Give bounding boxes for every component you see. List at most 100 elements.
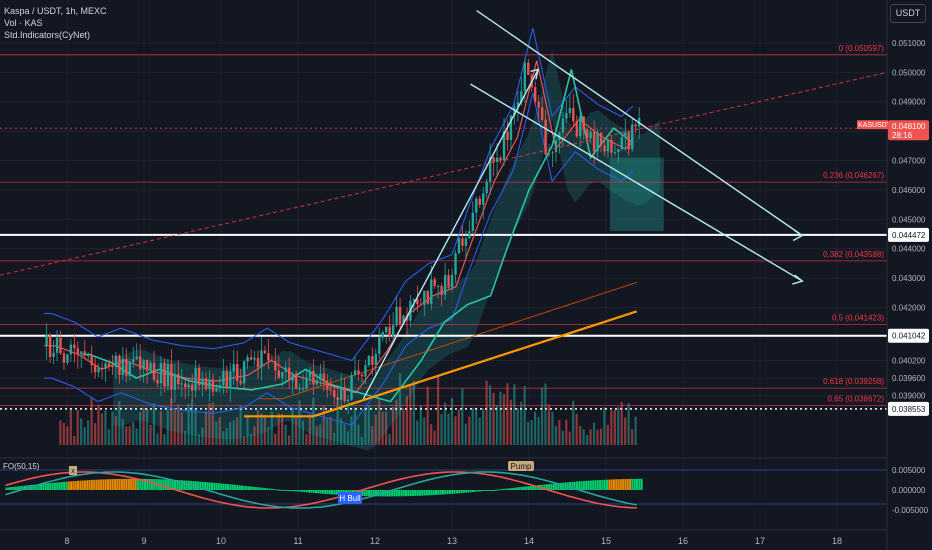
fib-label: 0.236 (0.046267) xyxy=(823,171,884,180)
osc-bar xyxy=(580,481,583,490)
osc-bar xyxy=(386,490,389,497)
osc-bar xyxy=(289,490,292,491)
candle-body xyxy=(443,275,447,295)
candle-body xyxy=(624,132,627,138)
symbol-tag-label: KASUSDT xyxy=(858,122,892,129)
osc-bar xyxy=(502,488,505,490)
x-tick-label: 8 xyxy=(64,536,69,546)
fast-ma xyxy=(43,60,634,394)
candle-body xyxy=(620,137,624,150)
volume-bar xyxy=(152,403,156,445)
osc-bar xyxy=(490,490,493,491)
osc-bar xyxy=(148,478,151,490)
volume-bar xyxy=(69,408,72,445)
osc-bar xyxy=(589,480,592,490)
candle-body xyxy=(603,145,606,152)
candle-body xyxy=(180,383,183,385)
osc-bar xyxy=(284,490,287,491)
osc-bar xyxy=(469,490,472,493)
osc-bar xyxy=(372,490,375,497)
osc-bar xyxy=(303,490,306,493)
candle-body xyxy=(405,315,409,321)
osc-bar xyxy=(217,483,220,490)
symbol-title[interactable]: Kaspa / USDT, 1h, MEXC xyxy=(4,6,107,16)
ema-100 xyxy=(259,281,637,400)
osc-bar xyxy=(631,478,634,490)
osc-bar xyxy=(130,478,133,490)
indicator-legend[interactable]: Std.Indicators(CyNet) xyxy=(4,30,91,40)
osc-bar xyxy=(102,479,105,490)
osc-bar xyxy=(555,483,558,490)
osc-bar xyxy=(86,480,89,490)
volume-bar xyxy=(364,408,367,445)
y-tick-label: 0.045000 xyxy=(892,215,926,224)
price-marker-label: 0.041042 xyxy=(892,332,926,341)
osc-bar xyxy=(622,479,625,490)
candle-body xyxy=(488,157,492,182)
volume-bar xyxy=(190,399,194,445)
candle-body xyxy=(468,231,471,239)
downtrend-line-lower[interactable] xyxy=(470,83,803,282)
volume-bar xyxy=(301,420,305,445)
volume-bar xyxy=(589,429,592,445)
osc-bar xyxy=(513,487,516,490)
candle-body xyxy=(177,373,180,385)
osc-bar xyxy=(90,479,93,490)
volume-bar xyxy=(187,403,190,445)
osc-bar xyxy=(400,490,403,497)
osc-bar xyxy=(624,479,627,490)
volume-bar xyxy=(385,412,388,445)
currency-button[interactable]: USDT xyxy=(890,4,926,23)
volume-bar xyxy=(305,434,308,445)
candle-body xyxy=(430,279,433,304)
candle-body xyxy=(246,357,249,362)
candle-body xyxy=(326,380,329,390)
candle-body xyxy=(610,139,613,153)
osc-bar xyxy=(314,490,317,494)
impulse-trendline[interactable] xyxy=(362,69,539,400)
volume-bar xyxy=(80,418,83,445)
osc-bar xyxy=(481,490,484,492)
osc-bar xyxy=(294,490,297,492)
volume-bar xyxy=(381,411,384,445)
candle-body xyxy=(606,139,610,152)
osc-bar xyxy=(160,479,163,490)
y-tick-label: 0.051000 xyxy=(892,39,926,48)
osc-bar xyxy=(365,490,368,497)
osc-bar xyxy=(370,490,373,497)
x-tick-label: 11 xyxy=(293,536,302,546)
volume-bar xyxy=(603,407,606,445)
candle-body xyxy=(236,364,239,382)
trend-drawings[interactable] xyxy=(0,10,888,400)
y-tick-label: 0.050000 xyxy=(892,68,926,77)
downtrend-line-upper[interactable] xyxy=(476,10,803,237)
osc-bar xyxy=(629,478,632,490)
osc-bar xyxy=(111,479,114,490)
chart-grid xyxy=(0,0,887,530)
candle-body xyxy=(277,370,280,378)
osc-bar xyxy=(153,479,156,490)
volume-bar xyxy=(558,420,561,445)
osc-bar xyxy=(169,479,172,490)
osc-bar xyxy=(414,490,417,496)
osc-bar xyxy=(511,487,514,490)
osc-bar xyxy=(74,480,77,490)
candle-body xyxy=(447,275,450,288)
osc-bar xyxy=(65,481,68,490)
osc-bar xyxy=(58,482,61,490)
osc-bar xyxy=(395,490,398,497)
osc-bar xyxy=(67,481,70,490)
osc-bar xyxy=(213,482,216,490)
osc-bar xyxy=(430,490,433,496)
osc-bar xyxy=(33,484,36,490)
osc-bar xyxy=(247,486,250,490)
volume-bar xyxy=(596,429,599,445)
volume-bar xyxy=(357,424,360,445)
volume-legend[interactable]: Vol · KAS xyxy=(4,18,43,28)
candle-body xyxy=(194,368,197,391)
volume-bar xyxy=(104,410,107,445)
osc-bar xyxy=(428,490,431,496)
volume-bar xyxy=(135,428,138,445)
volume-bar xyxy=(73,435,76,445)
